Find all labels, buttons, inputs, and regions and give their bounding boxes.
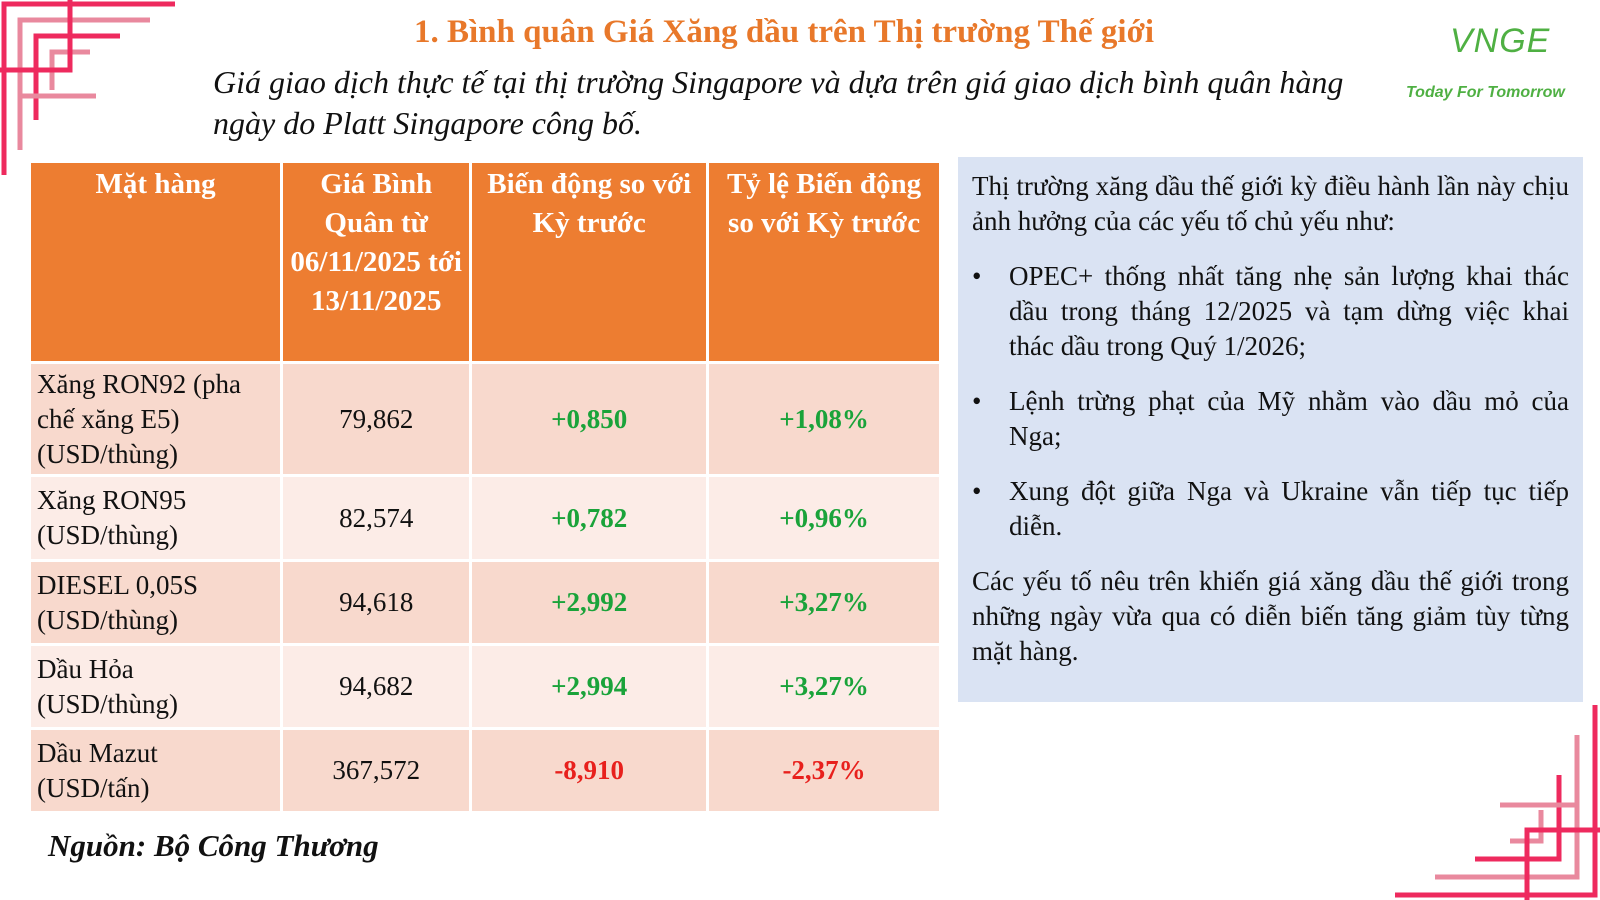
price-change-percent: -2,37% bbox=[709, 730, 939, 811]
logo-tagline: Today For Tomorrow bbox=[1406, 84, 1565, 101]
item-name: Dầu Hỏa (USD/thùng) bbox=[31, 646, 281, 727]
price-change: -8,910 bbox=[472, 730, 707, 811]
item-name: Xăng RON92 (pha chế xăng E5) (USD/thùng) bbox=[31, 364, 281, 474]
average-price: 94,682 bbox=[283, 646, 470, 727]
price-change: +0,850 bbox=[472, 364, 707, 474]
table-row: Dầu Hỏa (USD/thùng) 94,682 +2,994 +3,27% bbox=[31, 646, 939, 727]
average-price: 79,862 bbox=[283, 364, 470, 474]
item-name: DIESEL 0,05S (USD/thùng) bbox=[31, 562, 281, 643]
factor-text: Lệnh trừng phạt của Mỹ nhằm vào dầu mỏ c… bbox=[1009, 386, 1569, 451]
price-change: +0,782 bbox=[472, 477, 707, 559]
commentary-intro: Thị trường xăng dầu thế giới kỳ điều hàn… bbox=[972, 171, 1569, 236]
corner-ornament-top-left bbox=[0, 0, 175, 175]
item-name: Xăng RON95 (USD/thùng) bbox=[31, 477, 281, 559]
price-change: +2,992 bbox=[472, 562, 707, 643]
factor-list: • OPEC+ thống nhất tăng nhẹ sản lượng kh… bbox=[972, 259, 1569, 544]
price-change-percent: +1,08% bbox=[709, 364, 939, 474]
average-price: 82,574 bbox=[283, 477, 470, 559]
price-change-percent: +0,96% bbox=[709, 477, 939, 559]
factor-text: Xung đột giữa Nga và Ukraine vẫn tiếp tụ… bbox=[1009, 476, 1569, 541]
bullet-icon: • bbox=[972, 476, 982, 506]
column-header-change: Biến động so với Kỳ trước bbox=[472, 163, 707, 361]
list-item: • OPEC+ thống nhất tăng nhẹ sản lượng kh… bbox=[972, 259, 1569, 364]
vnge-logo: VNGE Today For Tomorrow bbox=[1400, 18, 1580, 108]
factor-text: OPEC+ thống nhất tăng nhẹ sản lượng khai… bbox=[1009, 261, 1569, 361]
average-price: 367,572 bbox=[283, 730, 470, 811]
source-note: Nguồn: Bộ Công Thương bbox=[48, 828, 379, 863]
table-row: Xăng RON95 (USD/thùng) 82,574 +0,782 +0,… bbox=[31, 477, 939, 559]
price-change-percent: +3,27% bbox=[709, 646, 939, 727]
column-header-item: Mặt hàng bbox=[31, 163, 281, 361]
bullet-icon: • bbox=[972, 386, 982, 416]
price-change: +2,994 bbox=[472, 646, 707, 727]
column-header-change-percent: Tỷ lệ Biến động so với Kỳ trước bbox=[709, 163, 939, 361]
list-item: • Lệnh trừng phạt của Mỹ nhằm vào dầu mỏ… bbox=[972, 384, 1569, 454]
table-row: Xăng RON92 (pha chế xăng E5) (USD/thùng)… bbox=[31, 364, 939, 474]
table-header-row: Mặt hàng Giá Bình Quân từ 06/11/2025 tới… bbox=[31, 163, 939, 361]
table-row: DIESEL 0,05S (USD/thùng) 94,618 +2,992 +… bbox=[31, 562, 939, 643]
market-commentary-panel: Thị trường xăng dầu thế giới kỳ điều hàn… bbox=[958, 157, 1583, 702]
price-change-percent: +3,27% bbox=[709, 562, 939, 643]
list-item: • Xung đột giữa Nga và Ukraine vẫn tiếp … bbox=[972, 474, 1569, 544]
page-subtitle: Giá giao dịch thực tế tại thị trường Sin… bbox=[213, 64, 1344, 141]
table-row: Dầu Mazut (USD/tấn) 367,572 -8,910 -2,37… bbox=[31, 730, 939, 811]
page-title: 1. Bình quân Giá Xăng dầu trên Thị trườn… bbox=[413, 14, 1155, 50]
corner-ornament-bottom-right bbox=[1395, 705, 1600, 900]
bullet-icon: • bbox=[972, 261, 982, 291]
average-price: 94,618 bbox=[283, 562, 470, 643]
item-name: Dầu Mazut (USD/tấn) bbox=[31, 730, 281, 811]
logo-mark: VNGE bbox=[1450, 22, 1551, 60]
column-header-average-price: Giá Bình Quân từ 06/11/2025 tới 13/11/20… bbox=[283, 163, 470, 361]
commentary-conclusion: Các yếu tố nêu trên khiến giá xăng dầu t… bbox=[972, 566, 1569, 666]
fuel-price-table: Mặt hàng Giá Bình Quân từ 06/11/2025 tới… bbox=[28, 160, 942, 814]
